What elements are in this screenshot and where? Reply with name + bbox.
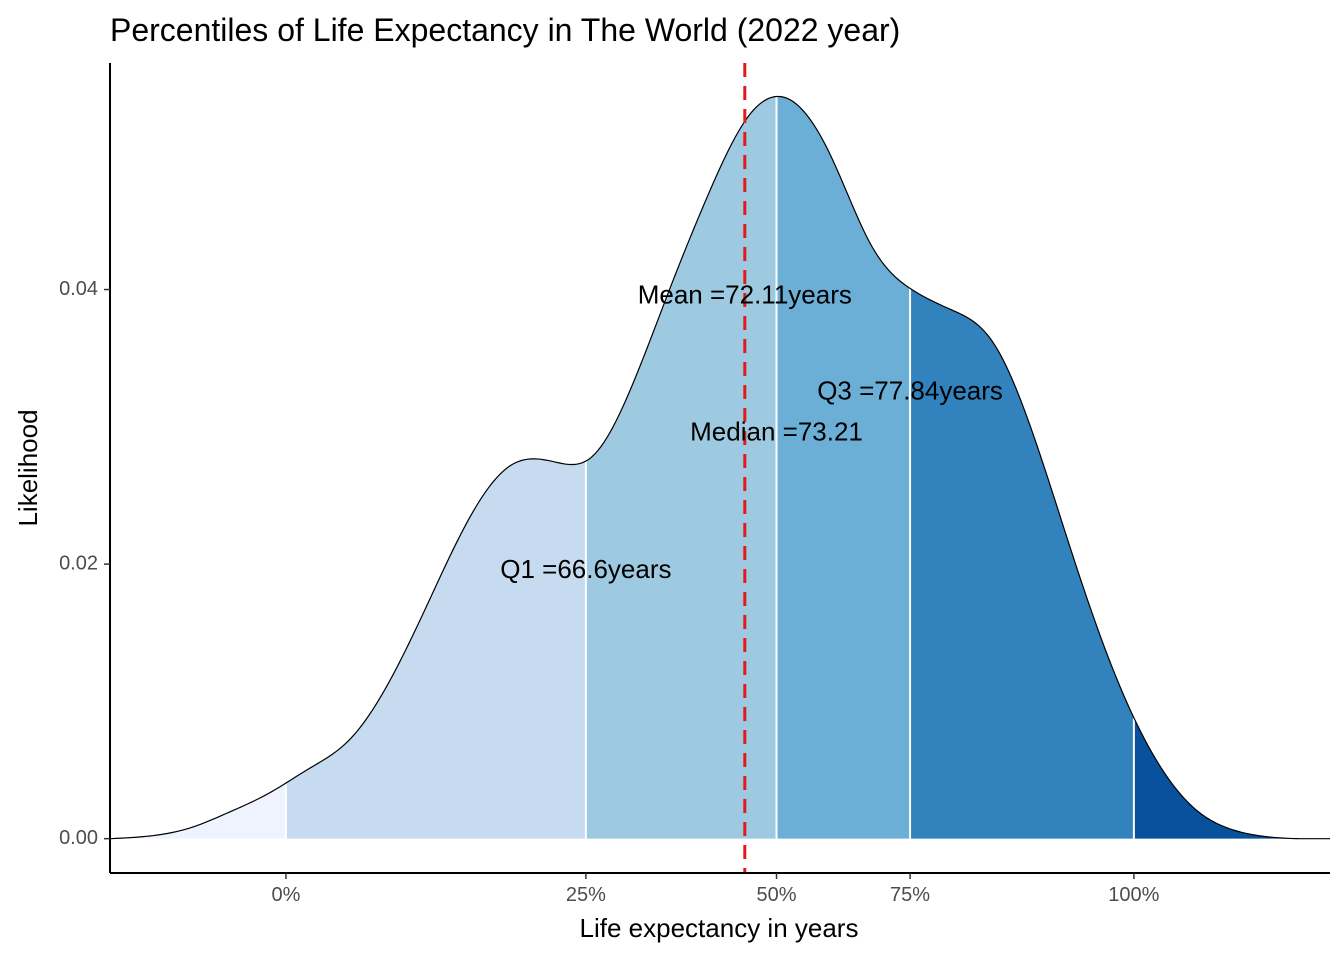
annotation-label-3: Q1 =66.6years	[500, 554, 671, 584]
annotation-label-4: Q3 =77.84years	[817, 375, 1003, 405]
x-tick-label: 25%	[566, 884, 606, 906]
percentile-band-3	[585, 96, 777, 839]
percentile-band-1	[110, 783, 286, 839]
x-axis-label: Life expectancy in years	[580, 913, 859, 943]
y-tick-label: 0.04	[59, 278, 98, 300]
x-tick-label: 50%	[757, 884, 797, 906]
y-tick-label: 0.02	[59, 552, 98, 574]
x-tick-label: 100%	[1108, 884, 1159, 906]
y-tick-label: 0.00	[59, 827, 98, 849]
annotation-label-1: Mean =72.11years	[638, 279, 852, 309]
y-axis: 0.00 0.02 0.04	[59, 63, 111, 873]
percentile-band-5	[910, 288, 1134, 839]
percentile-band-4	[776, 96, 911, 839]
x-axis: 0% 25% 50% 75% 100%	[110, 872, 1330, 906]
x-tick-label: 75%	[890, 884, 930, 906]
percentile-band-2	[285, 458, 586, 839]
plot-area: Mean =72.11years Median =73.21 Q1 =66.6yea…	[109, 63, 1330, 873]
x-tick-label: 0%	[271, 884, 300, 906]
y-axis-label: Likelihood	[13, 409, 43, 526]
percentile-band-6	[1133, 717, 1330, 839]
chart-title: Percentiles of Life Expectancy in The Wo…	[110, 12, 900, 48]
density-curve	[109, 95, 1330, 840]
annotation-label-2: Median =73.21	[690, 417, 863, 447]
